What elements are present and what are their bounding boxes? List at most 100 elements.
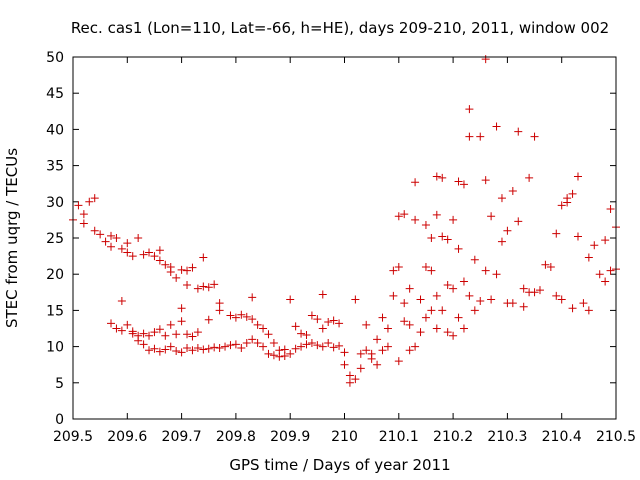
data-point — [373, 360, 382, 369]
data-point — [497, 194, 506, 203]
data-point — [177, 304, 186, 313]
data-point — [161, 345, 170, 354]
x-tick-label: 209.7 — [162, 429, 202, 445]
data-point — [264, 349, 273, 358]
data-point — [416, 328, 425, 337]
data-point — [134, 234, 143, 242]
data-point — [378, 313, 387, 322]
data-point — [400, 317, 409, 326]
data-point — [259, 342, 268, 351]
data-point — [449, 215, 458, 224]
data-point — [557, 201, 566, 210]
data-point — [476, 132, 485, 141]
data-point — [470, 255, 479, 264]
data-point — [193, 328, 202, 337]
data-point — [405, 284, 414, 293]
data-point — [112, 324, 121, 333]
data-point — [514, 217, 523, 226]
data-point — [492, 270, 501, 279]
data-point — [291, 322, 300, 331]
data-point — [275, 346, 284, 355]
data-point — [215, 344, 224, 353]
x-tick-label: 210.1 — [379, 429, 419, 445]
data-point — [96, 230, 105, 239]
data-point — [432, 210, 441, 219]
data-point — [172, 273, 181, 282]
data-point — [541, 260, 550, 269]
data-point — [405, 320, 414, 329]
data-point — [601, 236, 610, 245]
x-axis-label: GPS time / Days of year 2011 — [229, 456, 450, 474]
data-point — [443, 281, 452, 290]
data-point — [199, 253, 208, 262]
data-point — [112, 234, 121, 242]
data-point — [248, 315, 257, 324]
data-point — [335, 319, 344, 328]
data-point — [497, 237, 506, 246]
data-point — [188, 346, 197, 355]
x-tick-label: 209.6 — [107, 429, 147, 445]
data-point — [85, 197, 94, 206]
data-point — [242, 338, 251, 347]
data-point — [264, 330, 273, 339]
data-point — [150, 344, 159, 353]
axes: 209.5 209.6 209.7 209.8 209.9 210 210.1 210.2 21… — [46, 50, 636, 445]
data-point — [204, 344, 213, 353]
data-point — [345, 378, 354, 387]
x-tick-label: 210.4 — [542, 429, 582, 445]
data-point — [340, 360, 349, 369]
data-point — [155, 347, 164, 356]
data-point — [503, 226, 512, 235]
data-point — [400, 210, 409, 219]
data-point — [318, 342, 327, 351]
data-point — [145, 248, 154, 257]
data-point — [573, 232, 582, 241]
data-point — [584, 253, 593, 262]
data-point — [454, 177, 463, 186]
data-point — [449, 331, 458, 340]
data-point — [313, 341, 322, 350]
data-point — [590, 241, 599, 250]
data-point — [362, 346, 371, 355]
data-point — [459, 277, 468, 286]
data-point — [459, 180, 468, 189]
data-point — [188, 263, 197, 272]
data-point — [139, 329, 148, 338]
x-tick-label: 210.3 — [487, 429, 527, 445]
data-point — [117, 244, 126, 253]
data-point — [193, 344, 202, 353]
data-point — [291, 344, 300, 353]
data-point — [183, 344, 192, 353]
data-point — [318, 324, 327, 333]
data-point — [367, 354, 376, 363]
data-point — [269, 338, 278, 347]
data-point — [297, 342, 306, 351]
data-point — [411, 178, 420, 187]
data-point — [302, 340, 311, 349]
data-point — [438, 173, 447, 182]
data-point — [568, 304, 577, 313]
x-tick-label: 210 — [331, 429, 358, 445]
data-point — [394, 357, 403, 366]
data-point — [373, 335, 382, 344]
data-point — [405, 346, 414, 355]
data-point — [530, 132, 539, 141]
data-point — [601, 277, 610, 286]
data-point — [481, 176, 490, 185]
data-point — [231, 340, 240, 349]
y-tick-label: 25 — [46, 231, 64, 247]
data-point — [563, 198, 572, 207]
plot-frame — [72, 56, 617, 420]
data-point — [215, 306, 224, 315]
data-point — [525, 173, 534, 182]
data-point — [345, 371, 354, 380]
data-point — [416, 295, 425, 304]
data-point — [177, 265, 186, 274]
data-point — [172, 330, 181, 339]
data-point — [394, 212, 403, 221]
data-point — [150, 328, 159, 337]
y-tick-label: 15 — [46, 303, 64, 319]
data-point — [519, 284, 528, 293]
